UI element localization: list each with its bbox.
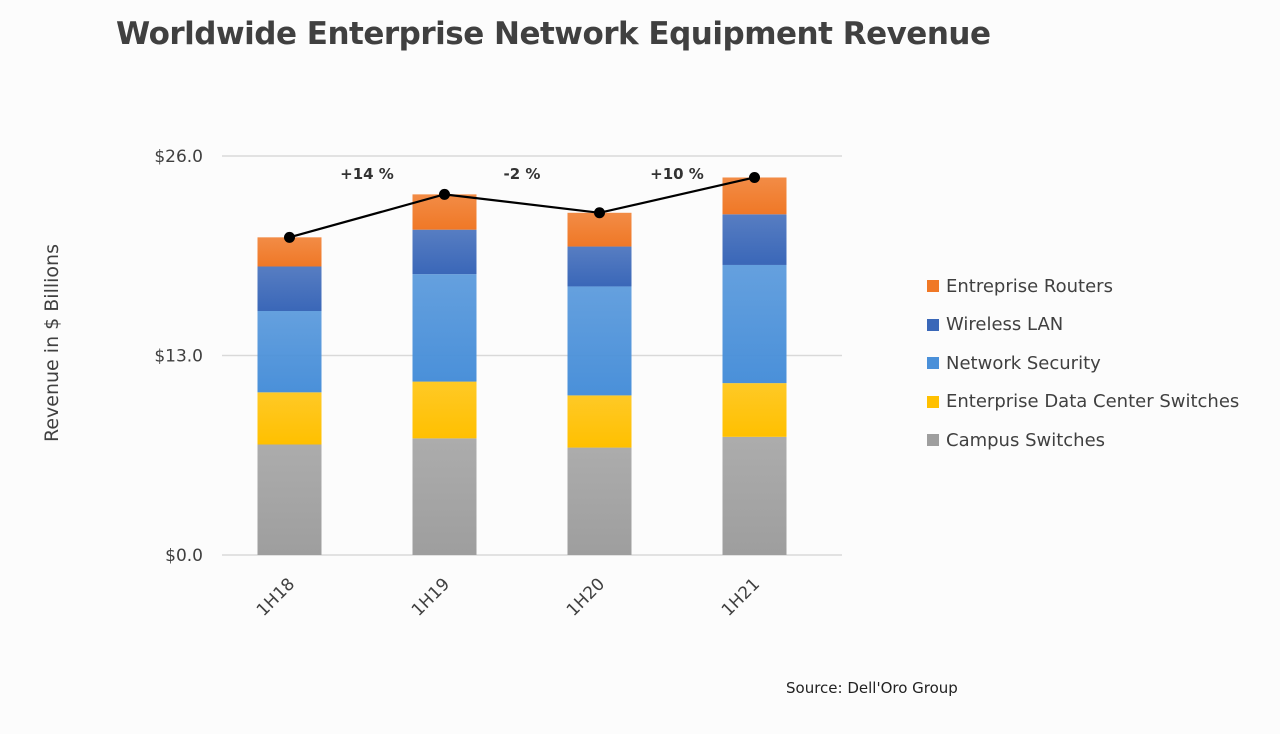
bar-segment-enterprise-data-center-switches (567, 395, 632, 448)
bar-segment-enterprise-data-center-switches (257, 392, 322, 445)
bar-segment-campus-switches (412, 438, 477, 555)
total-point (594, 207, 605, 219)
bar-segment-network-security (412, 274, 477, 382)
growth-annotation: +14 % (340, 165, 394, 183)
legend-item: Network Security (927, 344, 1239, 383)
legend-item: Enterprise Data Center Switches (927, 383, 1239, 422)
total-trend-line (289, 176, 755, 239)
legend-item: Campus Switches (927, 421, 1239, 460)
growth-annotation: +10 % (650, 165, 704, 183)
growth-annotation: -2 % (504, 165, 541, 183)
chart-title: Worldwide Enterprise Network Equipment R… (116, 16, 991, 52)
bar-segment-wireless-lan (567, 246, 632, 287)
y-tick-label: $26.0 (154, 147, 203, 167)
total-point (749, 171, 760, 183)
legend-swatch (927, 318, 939, 331)
bar-segment-campus-switches (257, 444, 322, 555)
bar-segment-enterprise-data-center-switches (412, 381, 477, 439)
legend-swatch (927, 395, 939, 408)
legend-label: Wireless LAN (946, 314, 1064, 336)
bar-segment-wireless-lan (412, 229, 477, 275)
legend-item: Wireless LAN (927, 306, 1239, 345)
source-note: Source: Dell'Oro Group (786, 679, 958, 697)
legend-item: Entreprise Routers (927, 267, 1239, 306)
x-tick-label: 1H20 (563, 574, 609, 620)
bar-segment-network-security (567, 286, 632, 396)
y-tick-label: $0.0 (165, 546, 203, 566)
bar-segment-campus-switches (722, 436, 787, 555)
total-point (284, 231, 295, 243)
legend-label: Campus Switches (946, 429, 1106, 451)
bar-segment-campus-switches (567, 447, 632, 555)
bar-segment-network-security (257, 310, 322, 393)
legend-label: Network Security (946, 352, 1101, 374)
bar-segment-entreprise-routers (567, 212, 632, 247)
x-tick-label: 1H21 (718, 574, 764, 620)
legend-swatch (927, 357, 939, 370)
bar-segment-entreprise-routers (722, 177, 787, 215)
x-tick-label: 1H19 (408, 574, 454, 620)
bar-segment-wireless-lan (257, 266, 322, 311)
legend-swatch (927, 280, 939, 293)
total-point (439, 188, 450, 200)
legend-label: Enterprise Data Center Switches (946, 391, 1240, 413)
legend-label: Entreprise Routers (946, 275, 1113, 297)
bar-segment-network-security (722, 264, 787, 384)
x-tick-label: 1H18 (253, 574, 299, 620)
bar-segment-enterprise-data-center-switches (722, 383, 787, 437)
legend: Entreprise Routers Wireless LAN Network Se… (927, 267, 1239, 460)
y-tick-label: $13.0 (154, 347, 203, 367)
bar-segment-wireless-lan (722, 214, 787, 265)
legend-swatch (927, 434, 939, 447)
